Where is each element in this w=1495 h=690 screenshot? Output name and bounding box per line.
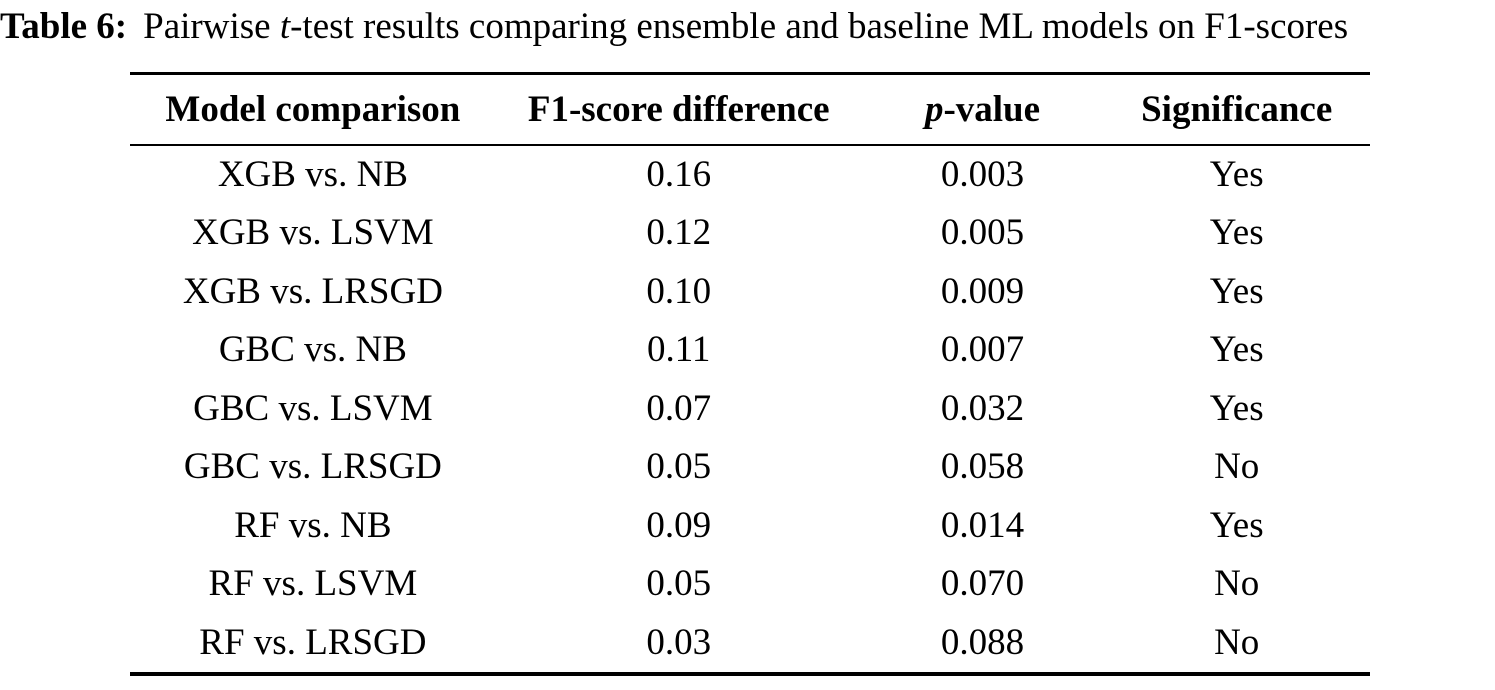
table-caption: Table 6: Pairwise t-test results comparin…: [0, 6, 1495, 49]
header-cell-f1-score-difference: F1-score difference: [495, 73, 862, 146]
cell-model-comparison: RF vs. LSVM: [208, 563, 418, 605]
cell-significance: Yes: [1209, 387, 1264, 429]
cell-p-value: 0.014: [940, 504, 1025, 546]
caption-italic-t: t: [279, 6, 291, 47]
cell-model-comparison: GBC vs. LSVM: [193, 387, 433, 429]
p-value-rest: -value: [943, 89, 1041, 130]
caption-label: Table 6:: [0, 6, 128, 47]
cell-model-comparison: GBC vs. NB: [218, 329, 407, 371]
cell-significance: No: [1214, 446, 1260, 488]
cell-f1-difference: 0.05: [646, 563, 712, 605]
table-row: GBC vs. LRSGD 0.05 0.058 No: [130, 438, 1370, 497]
cell-significance: Yes: [1209, 504, 1264, 546]
table-row: GBC vs. NB 0.11 0.007 Yes: [130, 321, 1370, 380]
cell-f1-difference: 0.03: [646, 621, 712, 663]
cell-f1-difference: 0.16: [646, 153, 712, 195]
cell-model-comparison: GBC vs. LRSGD: [183, 446, 442, 488]
cell-f1-difference: 0.11: [647, 329, 711, 371]
p-value-italic-p: p: [924, 89, 944, 130]
cell-model-comparison: RF vs. NB: [234, 504, 392, 546]
cell-p-value: 0.088: [940, 621, 1025, 663]
cell-f1-difference: 0.09: [646, 504, 712, 546]
cell-f1-difference: 0.07: [646, 387, 712, 429]
cell-p-value: 0.009: [940, 270, 1025, 312]
cell-significance: Yes: [1209, 270, 1264, 312]
cell-f1-difference: 0.12: [646, 212, 712, 254]
cell-significance: Yes: [1209, 153, 1264, 195]
caption-text-post: -test results comparing ensemble and bas…: [290, 6, 1349, 47]
table-row: XGB vs. LSVM 0.12 0.005 Yes: [130, 204, 1370, 263]
cell-model-comparison: RF vs. LRSGD: [199, 621, 427, 663]
table-row: GBC vs. LSVM 0.07 0.032 Yes: [130, 380, 1370, 439]
cell-p-value: 0.005: [940, 212, 1025, 254]
table-header-row: Model comparison F1-score difference p-v…: [130, 73, 1370, 146]
table-row: RF vs. LSVM 0.05 0.070 No: [130, 555, 1370, 614]
table-row: RF vs. NB 0.09 0.014 Yes: [130, 497, 1370, 556]
table-row: RF vs. LRSGD 0.03 0.088 No: [130, 614, 1370, 675]
cell-f1-difference: 0.10: [646, 270, 712, 312]
cell-significance: Yes: [1209, 212, 1264, 254]
table-row: XGB vs. LRSGD 0.10 0.009 Yes: [130, 263, 1370, 322]
cell-model-comparison: XGB vs. LSVM: [192, 212, 434, 254]
cell-significance: No: [1214, 563, 1260, 605]
header-cell-p-value: p-value: [861, 73, 1104, 146]
header-cell-model-comparison: Model comparison: [130, 73, 496, 146]
cell-p-value: 0.058: [940, 446, 1025, 488]
caption-text: Pairwise t-test results comparing ensemb…: [143, 6, 1348, 47]
pairwise-ttest-table: Model comparison F1-score difference p-v…: [130, 72, 1370, 677]
cell-p-value: 0.070: [940, 563, 1025, 605]
cell-model-comparison: XGB vs. NB: [217, 153, 408, 195]
header-cell-significance: Significance: [1103, 73, 1370, 146]
cell-significance: No: [1214, 621, 1260, 663]
cell-model-comparison: XGB vs. LRSGD: [182, 270, 443, 312]
cell-p-value: 0.032: [940, 387, 1025, 429]
cell-significance: Yes: [1209, 329, 1264, 371]
table-row: XGB vs. NB 0.16 0.003 Yes: [130, 145, 1370, 205]
cell-p-value: 0.007: [940, 329, 1025, 371]
cell-f1-difference: 0.05: [646, 446, 712, 488]
caption-text-pre: Pairwise: [143, 6, 280, 47]
cell-p-value: 0.003: [940, 153, 1025, 195]
